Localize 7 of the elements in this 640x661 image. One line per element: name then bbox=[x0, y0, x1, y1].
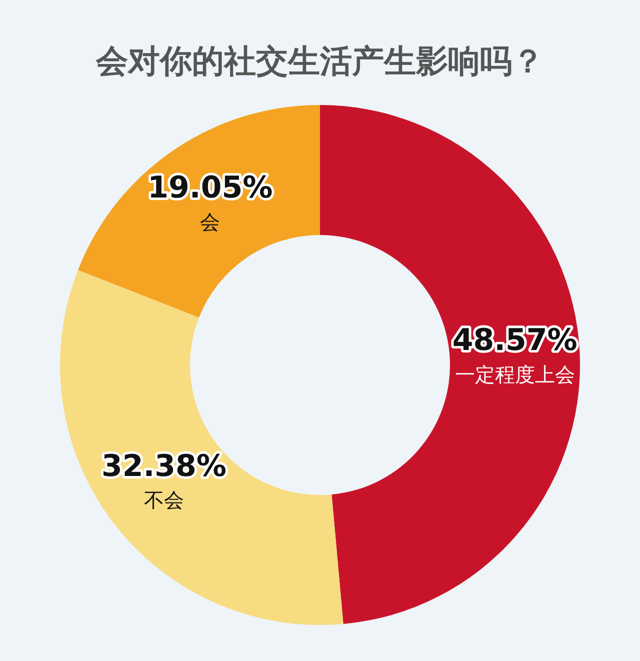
slice-label: 一定程度上会 bbox=[454, 362, 575, 386]
data-label: 48.57% bbox=[452, 323, 578, 358]
data-label: 32.38% bbox=[102, 448, 226, 484]
slice-label: 会 bbox=[200, 210, 220, 234]
slice-label: 不会 bbox=[144, 488, 184, 512]
data-label: 19.05% bbox=[148, 170, 273, 206]
chart-title: 会对你的社交生活产生影响吗？ bbox=[94, 41, 545, 82]
